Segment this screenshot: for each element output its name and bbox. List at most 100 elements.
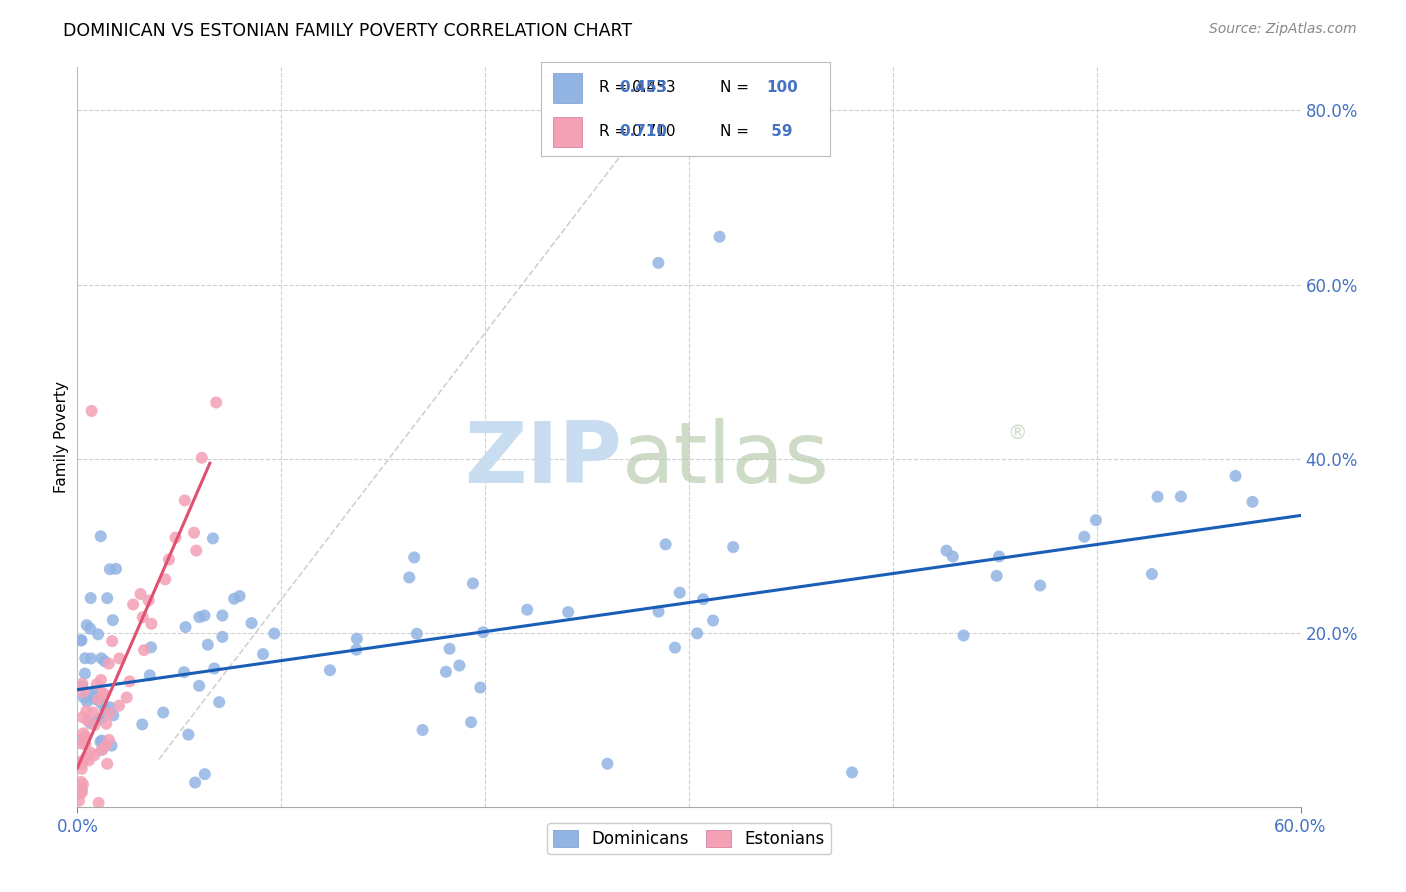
Point xyxy=(193,608,215,623)
Point xyxy=(1084,513,1107,527)
Text: Source: ZipAtlas.com: Source: ZipAtlas.com xyxy=(1209,22,1357,37)
Point xyxy=(94,702,117,716)
Point xyxy=(103,708,125,723)
Legend: Dominicans, Estonians: Dominicans, Estonians xyxy=(547,823,831,855)
Point xyxy=(77,753,100,767)
Point xyxy=(83,692,105,706)
Point xyxy=(91,742,114,756)
Point xyxy=(67,794,90,808)
Point xyxy=(73,666,96,681)
Point xyxy=(346,632,368,646)
Point xyxy=(197,638,219,652)
Point xyxy=(80,746,103,760)
Point xyxy=(516,602,538,616)
Point xyxy=(90,651,112,665)
Text: 100: 100 xyxy=(766,80,797,95)
Point xyxy=(721,540,744,554)
Text: ®: ® xyxy=(1007,424,1026,443)
Point xyxy=(942,549,965,564)
Point xyxy=(90,696,112,710)
Point xyxy=(211,630,233,644)
Point xyxy=(157,552,180,566)
Point xyxy=(841,765,863,780)
Point xyxy=(173,493,195,508)
Point xyxy=(98,700,121,714)
Point xyxy=(129,587,152,601)
Point xyxy=(105,562,128,576)
Point xyxy=(205,395,228,409)
Point xyxy=(344,642,367,657)
Point xyxy=(240,616,263,631)
Point xyxy=(90,529,112,543)
Point xyxy=(82,687,104,701)
Point xyxy=(138,593,160,607)
Point xyxy=(98,706,121,721)
Point xyxy=(101,634,124,648)
Point xyxy=(87,796,110,810)
Text: N =: N = xyxy=(720,80,754,95)
Point xyxy=(84,688,107,702)
Point xyxy=(80,404,103,418)
Point xyxy=(72,726,94,740)
Point xyxy=(98,732,121,747)
Point xyxy=(75,704,97,718)
Y-axis label: Family Poverty: Family Poverty xyxy=(53,381,69,493)
Point xyxy=(132,610,155,624)
Point xyxy=(90,733,112,747)
Point xyxy=(647,256,669,270)
Point xyxy=(72,676,94,690)
Point xyxy=(70,775,93,789)
Point xyxy=(82,706,104,720)
Point xyxy=(1225,469,1247,483)
Point xyxy=(87,627,110,641)
Point xyxy=(91,686,114,700)
Text: ZIP: ZIP xyxy=(464,417,621,500)
Point xyxy=(404,550,426,565)
Point xyxy=(70,756,93,771)
Point xyxy=(405,626,427,640)
Point xyxy=(1170,490,1192,504)
Point xyxy=(101,613,124,627)
Point xyxy=(70,679,93,693)
Point xyxy=(263,626,285,640)
Point xyxy=(188,679,211,693)
Point xyxy=(97,657,120,671)
Point xyxy=(70,633,93,648)
Point xyxy=(90,712,112,726)
Text: atlas: atlas xyxy=(621,417,830,500)
Point xyxy=(79,622,101,636)
Point xyxy=(93,654,115,668)
Point xyxy=(1073,530,1095,544)
Point xyxy=(470,681,492,695)
Point xyxy=(208,695,231,709)
Point xyxy=(434,665,457,679)
Point xyxy=(98,562,121,576)
Point xyxy=(191,450,214,465)
Point xyxy=(93,687,115,701)
Point xyxy=(73,690,96,705)
Point xyxy=(75,737,97,751)
Point xyxy=(87,712,110,726)
Point xyxy=(141,616,163,631)
Point xyxy=(596,756,619,771)
Point xyxy=(654,537,676,551)
Point xyxy=(72,710,94,724)
Point xyxy=(184,775,207,789)
Point xyxy=(70,785,93,799)
Point xyxy=(186,543,208,558)
Point xyxy=(132,643,155,657)
Point xyxy=(139,640,162,655)
Point xyxy=(152,706,174,720)
Point xyxy=(70,633,93,648)
Point xyxy=(70,755,93,769)
Point xyxy=(72,685,94,699)
Point xyxy=(75,651,97,665)
Point xyxy=(89,735,111,749)
Point xyxy=(202,661,225,675)
Point xyxy=(412,723,434,737)
Point xyxy=(69,783,91,797)
Bar xyxy=(553,73,582,103)
Point xyxy=(122,598,145,612)
Point xyxy=(211,608,233,623)
Point xyxy=(70,733,93,747)
